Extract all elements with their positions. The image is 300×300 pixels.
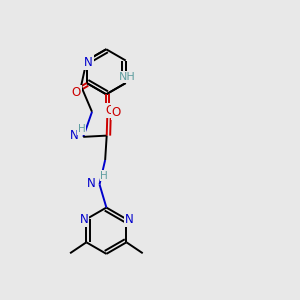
Text: N: N	[124, 213, 133, 226]
Text: NH: NH	[119, 72, 136, 82]
Text: O: O	[105, 104, 115, 117]
Text: N: N	[70, 129, 78, 142]
Text: O: O	[72, 86, 81, 99]
Text: N: N	[80, 213, 88, 226]
Text: O: O	[112, 106, 121, 119]
Text: N: N	[86, 177, 95, 190]
Text: H: H	[100, 171, 108, 181]
Text: H: H	[78, 124, 86, 134]
Text: N: N	[84, 56, 93, 69]
